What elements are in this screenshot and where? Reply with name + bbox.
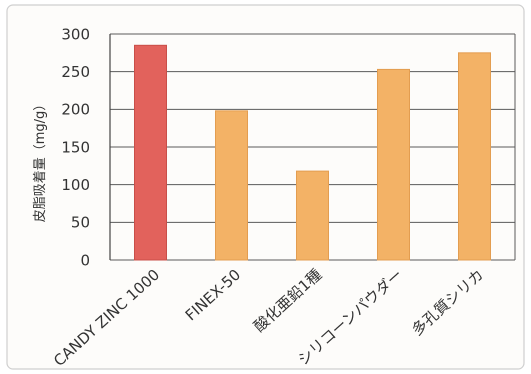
bar-1 bbox=[215, 110, 248, 261]
y-tick-label: 250 bbox=[61, 63, 90, 81]
y-tick-label: 0 bbox=[80, 251, 90, 269]
bar-4 bbox=[458, 52, 491, 261]
y-tick-label: 100 bbox=[61, 176, 90, 194]
y-tick-label: 150 bbox=[61, 138, 90, 156]
y-tick-label: 300 bbox=[61, 25, 90, 43]
plot-frame bbox=[109, 34, 516, 260]
y-tick-label: 200 bbox=[61, 101, 90, 119]
y-tick-label: 50 bbox=[71, 214, 90, 232]
bar-0 bbox=[134, 44, 167, 261]
y-axis-title: 皮脂吸着量（mg/g） bbox=[32, 98, 48, 223]
y-tick-labels: 0 50 100 150 200 250 300 bbox=[61, 25, 90, 269]
bar-2 bbox=[296, 170, 329, 261]
bar-3 bbox=[377, 68, 410, 261]
bars bbox=[134, 44, 491, 261]
